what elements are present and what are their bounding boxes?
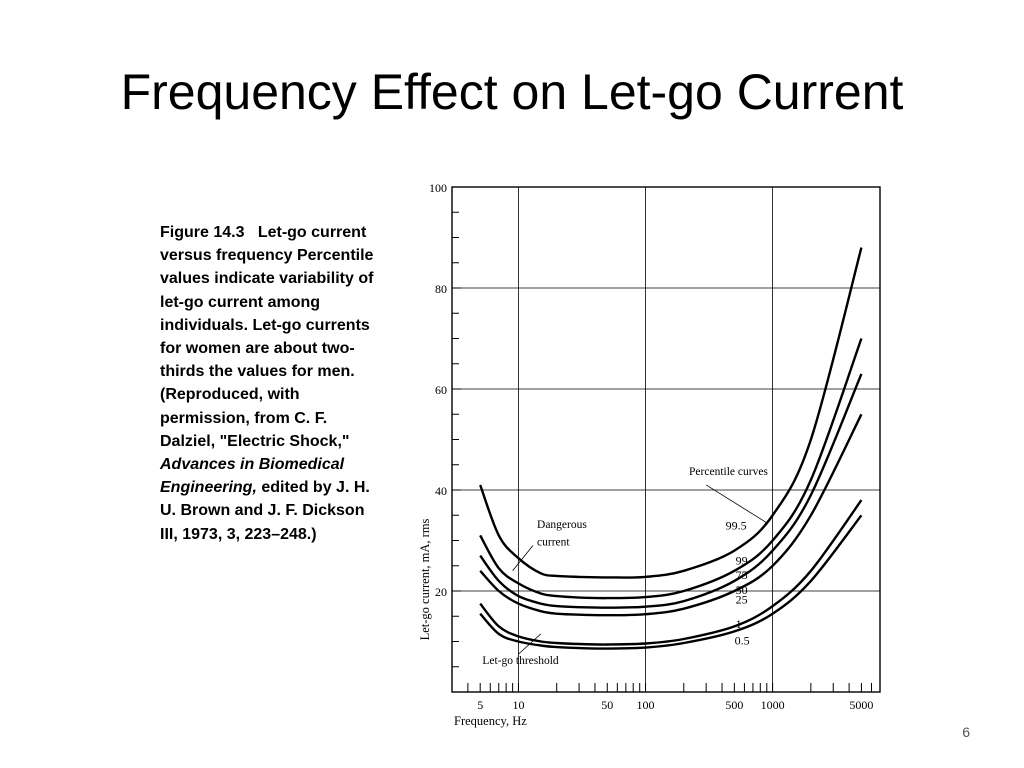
percentile-label: 99 (736, 554, 748, 568)
chart-labels: 20 40 60 80 100 5 10 50 100 500 1000 5000 Frequency,… (418, 181, 873, 728)
x-axis-label: Frequency, Hz (454, 714, 527, 728)
annotation-arrow (705, 484, 768, 524)
percentile-label: 75 (736, 568, 748, 582)
x-tick-label: 100 (637, 698, 655, 712)
percentile-label: 1 (736, 617, 742, 631)
x-tick-label: 5000 (849, 698, 873, 712)
annotation-let-go-threshold: Let-go threshold (482, 655, 559, 667)
percentile-label: 0.5 (735, 633, 750, 647)
let-go-current-chart: 20 40 60 80 100 5 10 50 100 500 1000 5000 Frequency,… (405, 172, 895, 732)
annotation-current: current (537, 537, 570, 549)
caption-text: Let-go current versus frequency Percenti… (160, 224, 374, 450)
x-tick-label: 500 (725, 698, 743, 712)
plot-frame (451, 186, 881, 693)
y-tick-label: 100 (429, 181, 447, 195)
series-line-99-5 (479, 247, 863, 579)
annotation-arrow (512, 545, 534, 572)
y-tick-label: 40 (435, 484, 447, 498)
chart-canvas: 20 40 60 80 100 5 10 50 100 500 1000 5000 Frequency,… (418, 181, 881, 728)
x-tick-label: 50 (601, 698, 613, 712)
y-tick-label: 80 (435, 282, 447, 296)
y-axis-label: Let-go current, mA, rms (418, 518, 432, 640)
annotation-arrow (518, 633, 542, 655)
annotation-percentile-curves: Percentile curves (689, 466, 768, 478)
y-tick-label: 20 (435, 585, 447, 599)
x-tick-label: 10 (512, 698, 524, 712)
percentile-label: 25 (736, 593, 748, 607)
series-line-0-5 (479, 514, 863, 650)
caption-figure-label: Figure 14.3 (160, 224, 245, 241)
chart-grid (452, 187, 880, 692)
series-line-75 (479, 373, 863, 609)
x-tick-label: 1000 (761, 698, 785, 712)
figure-caption: Figure 14.3 Let-go current versus freque… (160, 221, 375, 546)
chart-series (479, 247, 863, 650)
y-tick-label: 60 (435, 383, 447, 397)
percentile-label: 50 (736, 583, 748, 597)
x-tick-label: 5 (477, 698, 483, 712)
percentile-label: 99.5 (726, 518, 747, 532)
series-line-99 (479, 338, 863, 600)
chart-ticks (451, 211, 881, 692)
slide-number: 6 (962, 724, 970, 740)
annotation-dangerous: Dangerous (537, 519, 587, 531)
series-line-50 (479, 413, 863, 617)
series-line-1 (479, 499, 863, 646)
caption-rest: edited by J. H. U. Brown and J. F. Dicks… (160, 479, 370, 543)
slide-title: Frequency Effect on Let-go Current (120, 64, 904, 120)
caption-journal: Advances in Biomedical Engineering, (160, 456, 345, 497)
